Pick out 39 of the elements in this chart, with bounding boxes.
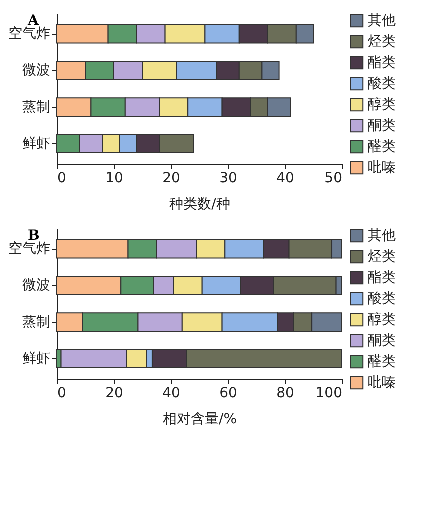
x-tick-label: 40	[162, 386, 180, 402]
x-tick-label: 10	[106, 170, 124, 186]
legend-label: 酯类	[368, 55, 396, 71]
legend-label: 醛类	[368, 354, 396, 370]
legend-label: 醇类	[368, 312, 396, 328]
legend-label: 酸类	[368, 291, 396, 307]
x-tick-label: 0	[58, 386, 66, 402]
legend-label: 醛类	[368, 139, 396, 155]
x-tick-label: 20	[106, 386, 124, 402]
legend-label: 酮类	[368, 118, 396, 134]
x-tick-label: 20	[162, 170, 180, 186]
legend-label: 酸类	[368, 76, 396, 92]
x-tick-label: 40	[276, 170, 294, 186]
x-tick-label: 100	[316, 386, 342, 402]
y-tick-label: 微波	[22, 62, 50, 79]
legend-label: 醇类	[368, 97, 396, 113]
y-tick-label: 微波	[22, 278, 50, 294]
y-tick-label: 鲜虾	[22, 136, 50, 152]
x-axis-title: 种类数/种	[170, 196, 230, 212]
x-tick-label: 30	[220, 170, 238, 186]
x-tick-label: 80	[276, 386, 294, 402]
x-axis-title: 相对含量/%	[162, 412, 238, 428]
x-tick-label: 0	[58, 170, 66, 186]
legend-label: 烃类	[368, 34, 396, 50]
legend-label: 酮类	[368, 333, 396, 349]
legend-label: 酯类	[368, 270, 396, 286]
x-tick-label: 50	[324, 170, 342, 186]
y-tick-label: 空气炸	[8, 26, 50, 42]
legend-label: 其他	[368, 13, 396, 29]
chart-title: B	[28, 228, 40, 244]
y-tick-label: 空气炸	[8, 241, 50, 258]
legend-label: 吡嗪	[368, 160, 396, 176]
legend-label: 吡嗪	[368, 375, 396, 391]
y-tick-label: 蒸制	[22, 314, 50, 330]
x-tick-label: 60	[220, 386, 238, 402]
legend-label: 烃类	[368, 249, 396, 265]
legend-label: 其他	[368, 228, 396, 244]
y-tick-label: 蒸制	[22, 99, 50, 116]
y-tick-label: 鲜虾	[22, 350, 50, 367]
